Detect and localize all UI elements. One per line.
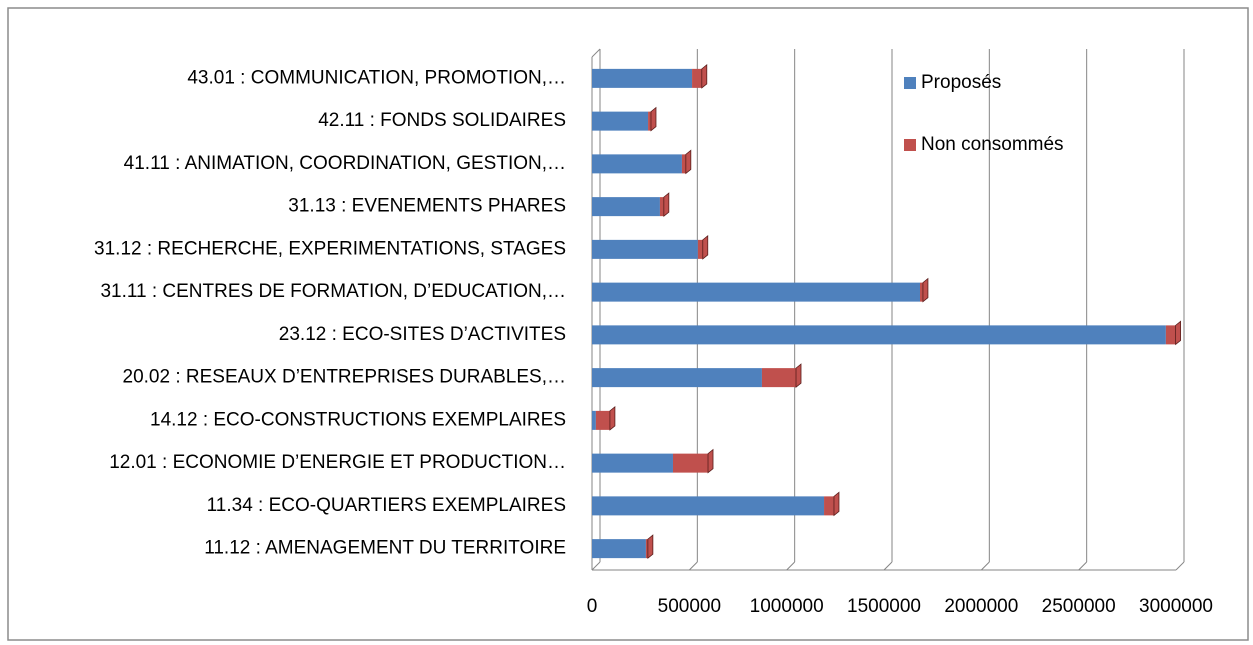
legend-label: Non consommés bbox=[921, 134, 1064, 155]
bar-end-cap bbox=[685, 149, 692, 175]
y-tick-label: 23.12 : ECO-SITES D’ACTIVITES bbox=[279, 324, 566, 345]
bar-end-cap bbox=[663, 192, 670, 217]
x-tick-label: 1000000 bbox=[750, 596, 824, 617]
grid-line-depth bbox=[1175, 561, 1185, 571]
bar-segment bbox=[592, 410, 596, 430]
x-tick-label: 2500000 bbox=[1042, 596, 1116, 617]
bar-end-cap bbox=[1175, 320, 1182, 346]
bar-end-cap bbox=[833, 491, 840, 517]
bar-segment bbox=[592, 539, 646, 559]
x-tick-label: 0 bbox=[587, 596, 598, 617]
bar-end-cap bbox=[922, 277, 929, 303]
bar-segment bbox=[648, 111, 651, 131]
bar-segment bbox=[592, 239, 698, 259]
bar-segment bbox=[595, 410, 610, 430]
bar-segment bbox=[824, 496, 834, 516]
bar-segment bbox=[920, 282, 923, 302]
y-tick-label: 12.01 : ECONOMIE D’ENERGIE ET PRODUCTION… bbox=[109, 452, 566, 473]
bar-segment bbox=[592, 154, 682, 174]
bar-end-cap bbox=[609, 406, 616, 431]
bar-end-cap bbox=[701, 64, 708, 89]
bar-segment bbox=[1165, 325, 1176, 345]
y-tick-label: 31.12 : RECHERCHE, EXPERIMENTATIONS, STA… bbox=[94, 238, 566, 259]
bar-segment bbox=[592, 368, 762, 388]
bar-segment bbox=[692, 68, 702, 88]
bar-segment bbox=[592, 111, 649, 131]
bar-segment bbox=[761, 368, 797, 388]
grid-line-depth bbox=[883, 561, 893, 571]
y-tick-label: 11.12 : AMENAGEMENT DU TERRITOIRE bbox=[204, 538, 566, 559]
bar-end-cap bbox=[650, 106, 657, 132]
y-axis-depth bbox=[591, 48, 601, 58]
x-tick-label: 500000 bbox=[658, 596, 721, 617]
x-tick-label: 1500000 bbox=[847, 596, 921, 617]
bar-end-cap bbox=[702, 235, 709, 260]
y-tick-label: 43.01 : COMMUNICATION, PROMOTION,… bbox=[187, 67, 566, 88]
grid-line-depth bbox=[591, 561, 601, 571]
y-tick-label: 14.12 : ECO-CONSTRUCTIONS EXEMPLAIRES bbox=[150, 409, 566, 430]
legend-swatch bbox=[904, 77, 916, 89]
grid-line-depth bbox=[980, 561, 990, 571]
legend-swatch bbox=[904, 139, 916, 151]
bar-segment bbox=[592, 282, 921, 302]
bar-segment bbox=[659, 197, 664, 217]
grid-line-depth bbox=[786, 561, 796, 571]
x-tick-label: 3000000 bbox=[1139, 596, 1213, 617]
y-tick-label: 11.34 : ECO-QUARTIERS EXEMPLAIRES bbox=[207, 495, 566, 516]
bar-segment bbox=[645, 539, 648, 559]
bar-segment bbox=[592, 325, 1166, 345]
bar-segment bbox=[672, 453, 709, 473]
bar-end-cap bbox=[795, 363, 802, 388]
bar-end-cap bbox=[707, 448, 714, 474]
legend-label: Proposés bbox=[921, 72, 1001, 93]
bar-segment bbox=[592, 496, 825, 516]
bar-segment bbox=[681, 154, 686, 174]
y-tick-label: 42.11 : FONDS SOLIDAIRES bbox=[318, 110, 566, 131]
grid-line-depth bbox=[1078, 561, 1088, 571]
bar-end-cap bbox=[647, 534, 654, 559]
y-tick-label: 31.13 : EVENEMENTS PHARES bbox=[288, 196, 566, 217]
y-tick-label: 20.02 : RESEAUX D’ENTREPRISES DURABLES,… bbox=[123, 367, 566, 388]
bar-segment bbox=[592, 197, 660, 217]
y-tick-label: 31.11 : CENTRES DE FORMATION, D’EDUCATIO… bbox=[100, 281, 566, 302]
bar-segment bbox=[592, 68, 693, 88]
grid-line-depth bbox=[688, 561, 698, 571]
x-tick-label: 2000000 bbox=[944, 596, 1018, 617]
y-tick-label: 41.11 : ANIMATION, COORDINATION, GESTION… bbox=[124, 153, 566, 174]
bar-segment bbox=[697, 239, 703, 259]
bar-segment bbox=[592, 453, 673, 473]
